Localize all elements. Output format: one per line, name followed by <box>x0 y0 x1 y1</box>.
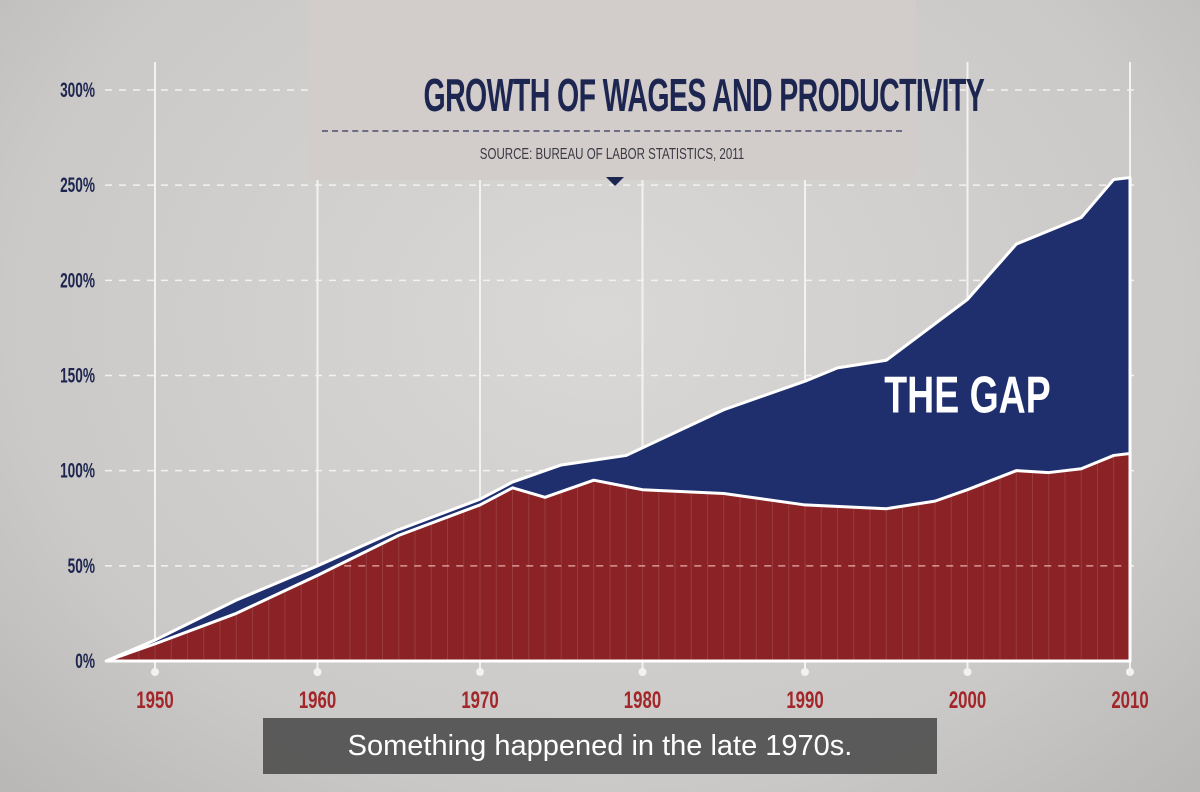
x-tick-dot <box>801 668 809 676</box>
y-tick-label: 150% <box>60 364 95 388</box>
chart-title: GROWTH OF WAGES AND PRODUCTIVITY <box>423 69 985 121</box>
title-box: GROWTH OF WAGES AND PRODUCTIVITY SOURCE:… <box>308 0 985 180</box>
chart-source: SOURCE: BUREAU OF LABOR STATISTICS, 2011 <box>479 146 745 163</box>
x-tick-label: 2000 <box>949 687 986 714</box>
x-tick-label: 2010 <box>1111 687 1148 714</box>
y-tick-label: 100% <box>60 459 95 483</box>
subtitle-caption: Something happened in the late 1970s. <box>263 718 937 774</box>
x-tick-label: 1960 <box>299 687 336 714</box>
x-tick-dot <box>638 668 647 676</box>
pointer-triangle-icon <box>606 177 624 186</box>
x-tick-dot <box>1126 668 1134 676</box>
y-tick-label: 50% <box>68 554 96 578</box>
x-tick-label: 1970 <box>461 687 498 714</box>
x-tick-dot <box>313 668 322 676</box>
x-tick-dot <box>151 668 159 676</box>
y-tick-label: 250% <box>60 173 95 197</box>
x-tick-label: 1950 <box>136 687 173 714</box>
x-tick-label: 1980 <box>624 687 661 714</box>
title-divider <box>322 130 902 132</box>
x-tick-dot <box>476 668 484 676</box>
y-tick-label: 0% <box>75 649 95 673</box>
gap-annotation: THE GAP <box>884 365 1050 424</box>
wages-area <box>104 452 1132 663</box>
y-tick-label: 300% <box>60 78 95 102</box>
y-tick-label: 200% <box>60 268 95 292</box>
x-tick-label: 1990 <box>786 687 823 714</box>
x-tick-dot <box>963 668 972 676</box>
